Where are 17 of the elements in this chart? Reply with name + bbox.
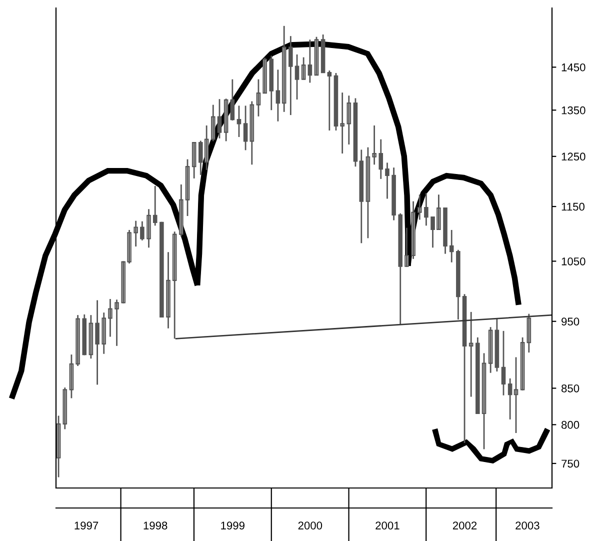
y-tick-label: 1250 — [562, 152, 586, 161]
x-tick-label: 2002 — [452, 522, 477, 530]
y-tick-label: 1350 — [562, 106, 586, 114]
y-tick-label: 750 — [562, 460, 580, 468]
y-tick-label: 800 — [562, 420, 580, 429]
y-tick-label: 950 — [562, 318, 580, 326]
x-tick-label: 1998 — [144, 522, 168, 530]
y-tick-label: 1050 — [562, 257, 586, 266]
candlestick — [160, 221, 164, 318]
x-tick-label: 2003 — [516, 522, 540, 530]
x-tick-label: 2001 — [376, 522, 400, 530]
y-tick-label: 1450 — [562, 63, 586, 72]
y-tick-label: 850 — [562, 384, 580, 392]
y-tick-label: 1150 — [562, 202, 584, 211]
x-tick-label: 1999 — [221, 522, 244, 530]
x-tick-label: 2000 — [298, 522, 322, 530]
x-tick-label: 1997 — [74, 522, 98, 530]
